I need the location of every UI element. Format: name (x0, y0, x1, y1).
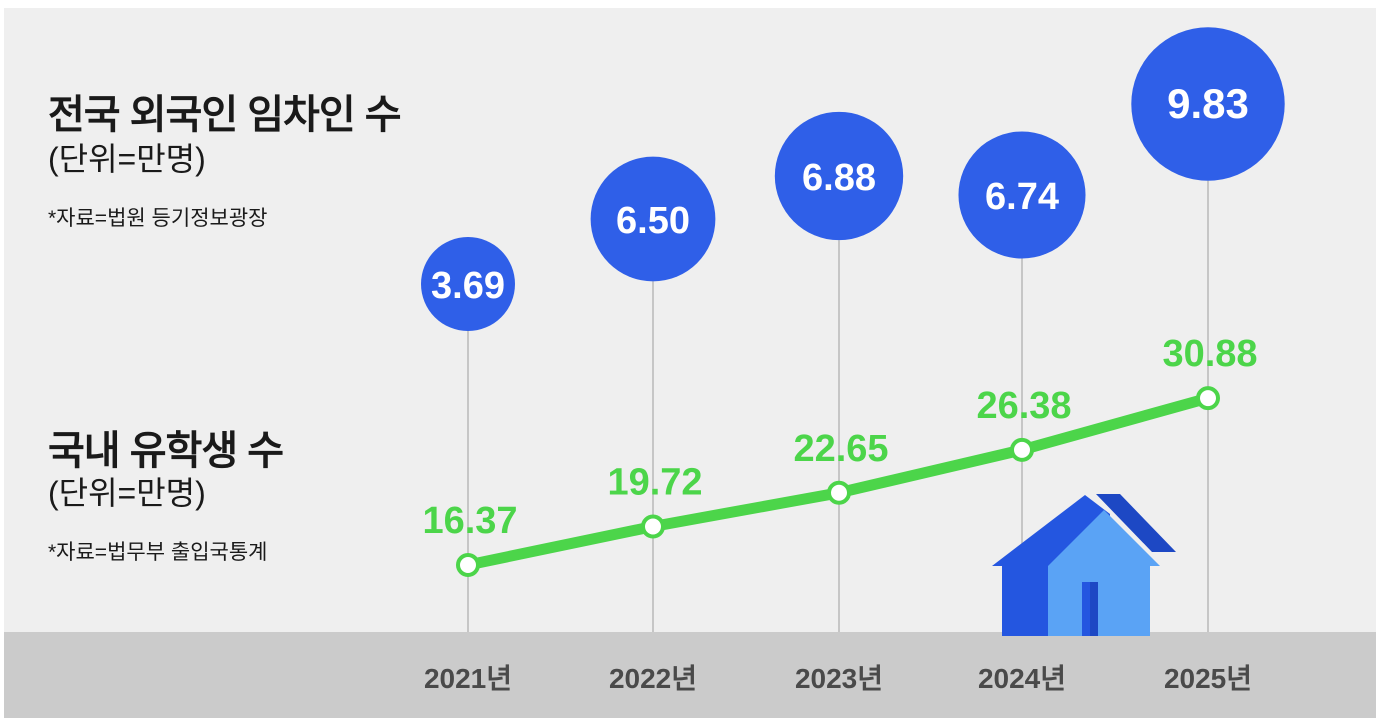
students-value-label: 22.65 (793, 428, 888, 470)
students-point (1196, 386, 1220, 411)
tenants-title: 전국 외국인 임차인 수 (48, 93, 402, 137)
students-value-label: 16.37 (422, 500, 517, 542)
tenants-value-label: 9.83 (1167, 80, 1249, 127)
tenants-value-label: 6.50 (616, 200, 690, 242)
students-point (641, 514, 665, 539)
students-point (1010, 437, 1034, 462)
students-unit: (단위=만명) (48, 475, 206, 511)
year-axis-band (4, 632, 1376, 718)
students-source: *자료=법무부 출입국통계 (48, 541, 268, 564)
students-value-label: 19.72 (607, 461, 702, 503)
tenants-value-label: 6.74 (985, 176, 1059, 218)
tenants-bubble (1131, 27, 1285, 181)
tenants-bubble (774, 111, 904, 241)
tenants-value-label: 6.88 (802, 157, 876, 199)
year-tick-label: 2022년 (609, 663, 697, 694)
students-point (456, 553, 480, 577)
tenants-value-label: 3.69 (431, 265, 505, 307)
students-point (827, 480, 851, 505)
students-title: 국내 유학생 수 (48, 429, 284, 473)
year-tick-label: 2023년 (795, 663, 883, 694)
students-value-label: 26.38 (976, 385, 1071, 427)
year-tick-label: 2021년 (424, 663, 512, 694)
tenants-source: *자료=법원 등기정보광장 (48, 207, 268, 230)
students-value-label: 30.88 (1162, 333, 1257, 375)
tenants-unit: (단위=만명) (48, 141, 206, 177)
tenants-bubble (590, 156, 716, 282)
year-tick-label: 2025년 (1164, 663, 1252, 694)
year-tick-label: 2024년 (978, 663, 1066, 694)
tenants-bubble (958, 131, 1086, 259)
house-icon (992, 494, 1176, 636)
tenants-bubble (421, 237, 515, 331)
